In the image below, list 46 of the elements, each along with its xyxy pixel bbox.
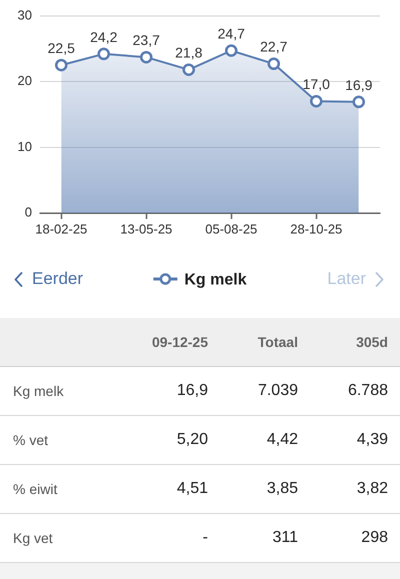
category-label: 09-12-25 [150,334,208,350]
text: 5,20 [176,431,208,448]
point [55,58,68,72]
text: 4,39 [356,431,388,448]
x-tick-label: 05-08-25 [205,221,258,236]
text: Later [327,269,366,289]
point [140,50,152,64]
data-label: 22,5 [48,40,76,56]
y-tick-label: 0 [24,204,32,220]
text: 311 [272,529,298,546]
text: - [202,529,208,546]
data-label: 21,8 [175,44,203,61]
data-label: 16,9 [345,76,373,93]
legend-label: Kg melk [184,271,247,288]
category-label: % eiwit [13,481,58,497]
text: 4,42 [266,431,298,448]
x-tick-label: 18-02-25 [35,221,88,236]
text: 16,9 [176,382,208,399]
x-tick-label: 13-05-25 [120,221,172,236]
y-tick-label: 30 [18,7,32,22]
text: 4,51 [176,480,208,497]
data-label: 24,7 [218,26,246,42]
category-label: 305d [355,334,388,350]
point [268,58,280,70]
point [352,96,365,108]
data-label: 22,7 [260,38,288,55]
text: 298 [361,529,388,546]
text: 6.788 [348,382,388,399]
data-label: 24,2 [90,28,118,45]
text: 7.039 [258,382,298,399]
x-tick-label: 28-10-25 [290,221,342,236]
y-tick-label: 20 [18,73,32,88]
text: 3,82 [356,480,388,497]
data-label: 17,0 [302,76,330,92]
point [225,44,238,57]
text: Eerder [32,269,84,289]
point [98,48,110,60]
category-label: % vet [13,432,48,448]
category-label: Kg vet [13,530,53,546]
point [310,95,322,108]
y-tick-label: 10 [18,138,32,154]
category-label: Totaal [256,334,298,350]
category-label: Kg melk [13,383,64,399]
point [182,63,195,76]
data-label: 23,7 [132,32,160,48]
text: 3,85 [266,480,298,497]
